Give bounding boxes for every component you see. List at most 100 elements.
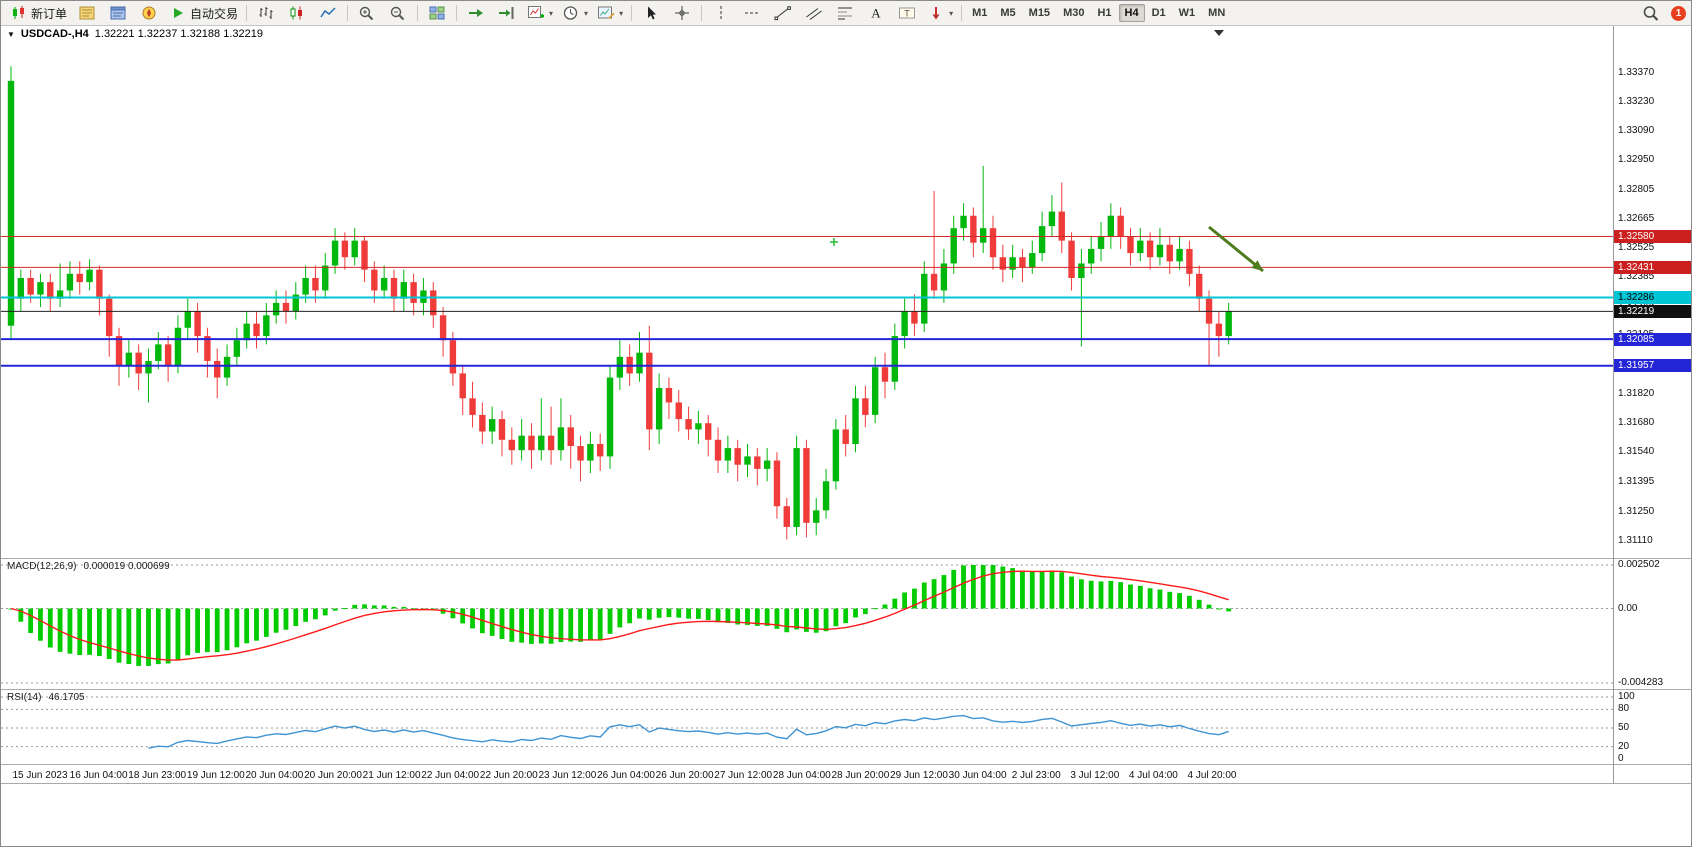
timeframe-m5-button[interactable]: M5 [1000, 7, 1016, 19]
line-chart-mode-button[interactable] [313, 2, 343, 24]
horizontal-line-button[interactable] [737, 2, 767, 24]
templates-icon [598, 6, 615, 19]
data-window-button[interactable] [103, 2, 133, 24]
timeframe-w1-button[interactable]: W1 [1178, 7, 1196, 19]
timeframe-m1-button[interactable]: M1 [972, 7, 988, 19]
macd-histogram-bar [784, 608, 790, 633]
text-button[interactable]: A [861, 2, 891, 24]
candle-body [400, 282, 407, 299]
timeframe-mn-button[interactable]: MN [1208, 7, 1226, 19]
candle-body [921, 273, 928, 324]
candle-body [488, 419, 496, 432]
candle-body [911, 311, 918, 324]
trend-arrow-annotation[interactable] [1208, 225, 1264, 273]
rsi-line [148, 714, 1229, 749]
macd-histogram-bar [804, 608, 809, 632]
timeframe-h4-button[interactable]: H4 [1118, 4, 1145, 22]
macd-histogram-bar [1128, 584, 1133, 609]
macd-histogram-bar [450, 608, 456, 619]
bar-chart-mode-button[interactable] [251, 2, 281, 24]
candle-body [724, 448, 732, 461]
candle-body [979, 228, 987, 243]
auto-scroll-button[interactable] [461, 2, 491, 24]
chart-shift-icon [499, 7, 514, 19]
macd-histogram-bar [1039, 571, 1045, 609]
timeframe-h1-button[interactable]: H1 [1097, 7, 1112, 19]
macd-histogram-bar [1226, 608, 1232, 612]
price-axis-label: 1.32950 [1618, 153, 1655, 165]
fibonacci-retracement-button[interactable] [830, 2, 860, 24]
candle-body [1117, 215, 1124, 237]
macd-histogram-bar [195, 608, 200, 653]
macd-histogram-bar [666, 608, 672, 618]
navigator-button[interactable] [134, 2, 164, 24]
cursor-button[interactable] [636, 2, 666, 24]
candle-body [272, 302, 280, 316]
market-watch-button[interactable] [72, 2, 102, 24]
macd-histogram-bar [529, 608, 534, 644]
candlestick-mode-button[interactable] [282, 2, 312, 24]
timeframe-m15-button[interactable]: M15 [1028, 7, 1051, 19]
time-axis-label: 15 Jun 2023 [12, 770, 68, 781]
autotrading-button[interactable]: 自动交易 [165, 2, 242, 24]
dropdown-arrow-icon[interactable]: ▾ [949, 8, 954, 18]
text-label-icon: T [899, 7, 916, 19]
price-axis-label: 1.33370 [1618, 66, 1655, 78]
chart-shift-button[interactable] [492, 2, 522, 24]
chart-canvas[interactable] [1, 26, 1692, 784]
macd-histogram-bar [656, 608, 662, 618]
text-label-button[interactable]: T [892, 2, 922, 24]
toolbar-separator [347, 5, 349, 21]
macd-histogram-bar [970, 565, 976, 609]
candle-body [852, 398, 859, 444]
timeframe-m30-button[interactable]: M30 [1063, 7, 1085, 19]
candle-body [86, 269, 93, 283]
candle-body [538, 435, 545, 451]
timeframe-d1-button[interactable]: D1 [1151, 7, 1166, 19]
macd-histogram-bar [136, 608, 142, 666]
chart-shift-marker[interactable] [1214, 30, 1224, 36]
zoom-in-button[interactable] [352, 2, 382, 24]
macd-histogram-bar [538, 608, 544, 644]
trendline-button[interactable] [768, 2, 798, 24]
one-click-collapse-icon[interactable]: ▼ [7, 29, 15, 39]
macd-histogram-bar [853, 608, 858, 618]
macd-histogram-bar [1187, 595, 1192, 609]
search-button[interactable] [1636, 2, 1666, 24]
crosshair-button[interactable] [667, 2, 697, 24]
time-axis-label: 2 Jul 23:00 [1011, 770, 1061, 781]
candle-body [1107, 215, 1115, 237]
candle-body [665, 387, 673, 403]
vertical-line-button[interactable] [706, 2, 736, 24]
macd-histogram-bar [1078, 579, 1084, 609]
dropdown-arrow-icon[interactable]: ▾ [584, 8, 589, 18]
vertical-line-icon [720, 6, 722, 20]
dropdown-arrow-icon[interactable]: ▾ [619, 8, 624, 18]
fibonacci-retracement-icon [838, 7, 853, 20]
time-axis-label: 26 Jun 04:00 [597, 770, 655, 781]
candle-body [1058, 211, 1065, 241]
periods-button[interactable]: ▾ [558, 2, 592, 24]
macd-histogram-bar [381, 605, 387, 609]
macd-histogram-bar [794, 608, 799, 630]
new-chart-button[interactable]: ▾ [523, 2, 557, 24]
macd-histogram-bar [175, 608, 181, 660]
new-order-button[interactable]: 新订单 [6, 2, 71, 24]
candle-body [655, 387, 663, 430]
zoom-out-button[interactable] [383, 2, 413, 24]
price-axis-label: 1.31820 [1618, 388, 1655, 400]
time-axis-label: 20 Jun 04:00 [245, 770, 304, 781]
price-axis-label: 1.31250 [1618, 506, 1655, 518]
price-axis[interactable] [1613, 26, 1691, 783]
candle-body [115, 336, 123, 366]
arrows-tool-button[interactable]: ▾ [923, 2, 957, 24]
time-axis-label: 29 Jun 12:00 [890, 770, 948, 781]
candle-body [754, 456, 761, 469]
macd-histogram-bar [519, 608, 525, 643]
macd-histogram-bar [548, 608, 554, 644]
tile-windows-button[interactable] [422, 2, 452, 24]
notifications-badge[interactable]: 1 [1671, 5, 1686, 21]
dropdown-arrow-icon[interactable]: ▾ [549, 8, 554, 18]
templates-button[interactable]: ▾ [593, 2, 627, 24]
equidistant-channel-button[interactable] [799, 2, 829, 24]
